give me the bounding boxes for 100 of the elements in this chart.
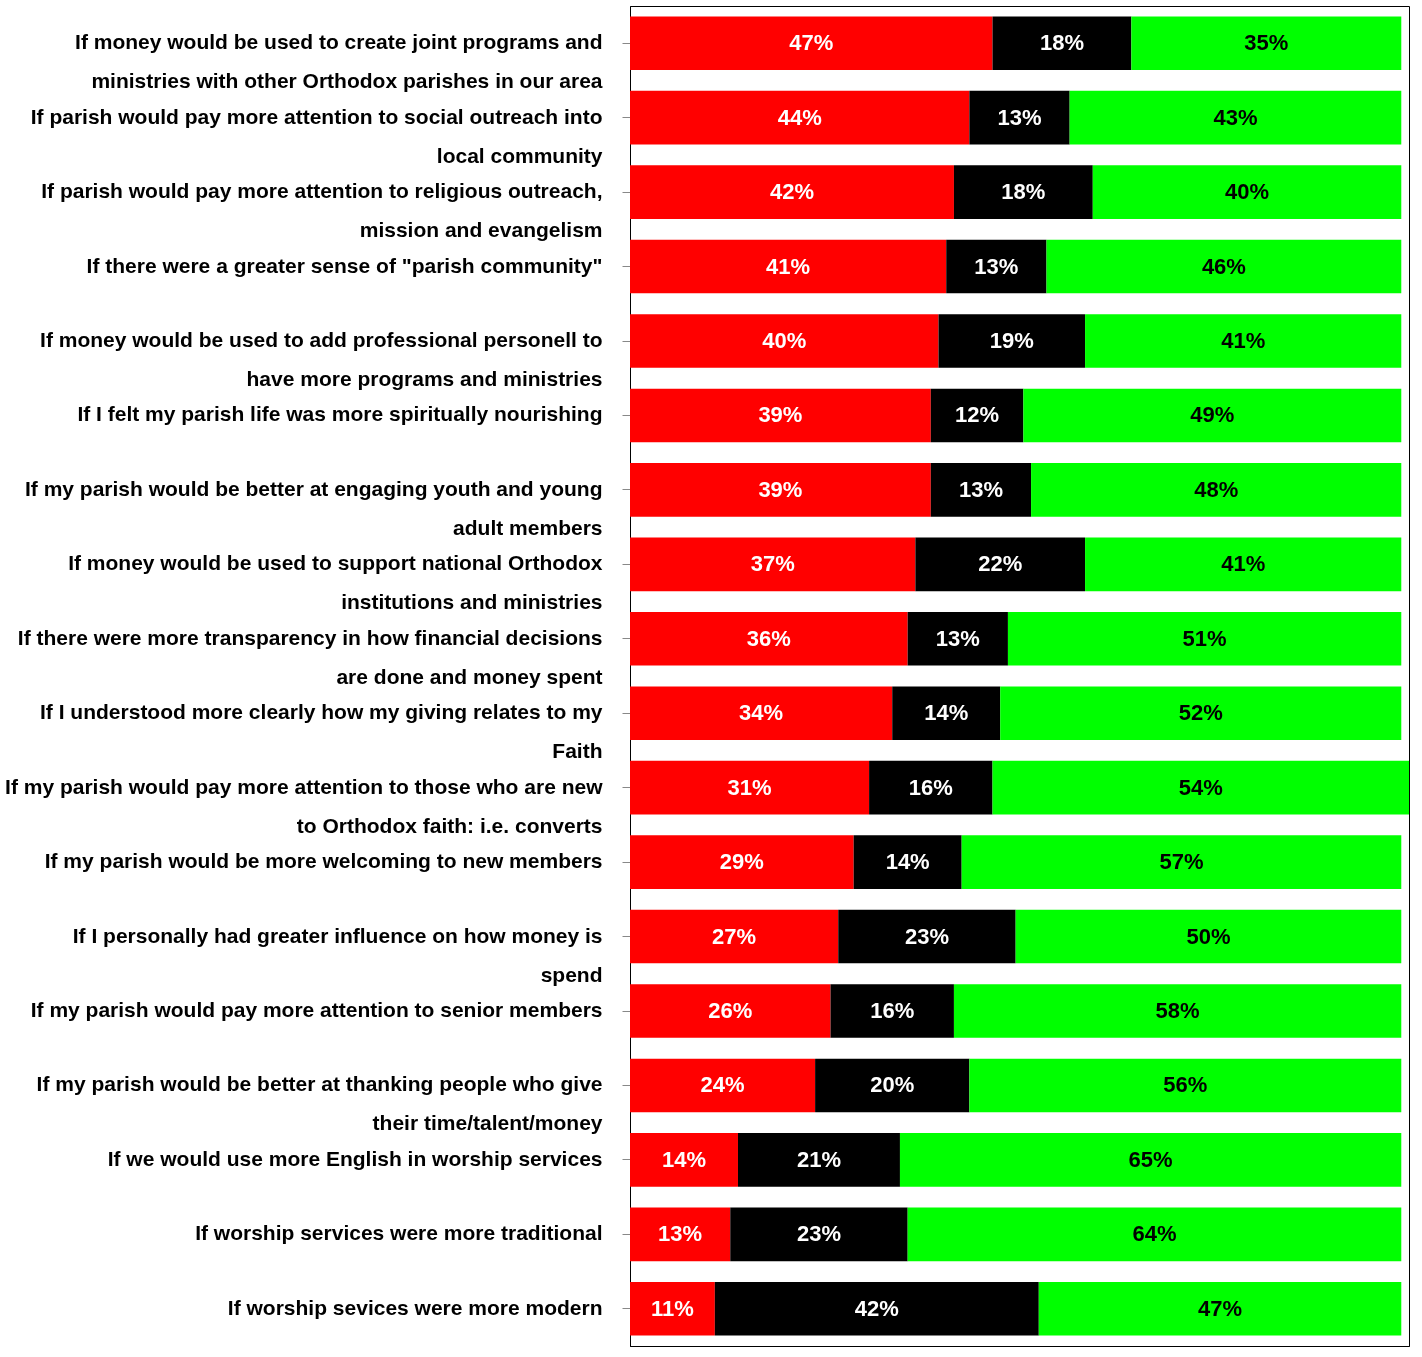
bar (630, 1133, 738, 1187)
y-tick-label: If I personally had greater influence on how money is spend (72, 923, 603, 986)
data-label: 12% (955, 402, 1000, 428)
y-tick-label: If my parish would be better at engaging youth and young adult members (24, 476, 603, 539)
data-label: 11% (651, 1295, 694, 1321)
bar (969, 90, 1070, 145)
data-label: 42% (769, 179, 814, 205)
data-label: 47% (1198, 1295, 1243, 1321)
y-tick-label: If parish would pay more attention to religious outreach, mission and evangelism (41, 179, 603, 242)
y-tick-label: If my parish would pay more attention to those who are new to Orthodox faith: i.e. converts (5, 774, 604, 837)
data-label: 51% (1182, 625, 1227, 651)
bar (630, 463, 931, 517)
bar (630, 165, 954, 219)
data-label: 18% (1001, 179, 1046, 205)
bar (1131, 16, 1402, 71)
data-label: 16% (908, 774, 953, 800)
data-label: 14% (885, 849, 930, 875)
bar (992, 16, 1132, 71)
data-label: 19% (989, 328, 1034, 353)
data-label: 20% (870, 1072, 915, 1098)
data-label: 14% (924, 700, 969, 726)
data-label: 44% (777, 104, 822, 130)
data-label: 34% (739, 700, 784, 726)
bar (630, 1281, 715, 1336)
data-label: 35% (1244, 30, 1289, 56)
bar (630, 388, 931, 443)
y-tick-label: If worship services were more traditional (195, 1221, 603, 1245)
data-label: 39% (758, 476, 803, 502)
data-label: 42% (854, 1295, 899, 1321)
bar (1038, 1281, 1402, 1336)
bar (1046, 239, 1402, 294)
bar (630, 239, 947, 294)
bar (1069, 90, 1402, 145)
y-tick-label: If my parish would be more welcoming to new members (44, 849, 603, 873)
data-label: 57% (1159, 849, 1204, 875)
data-label: 50% (1186, 923, 1231, 949)
bar (830, 984, 954, 1038)
data-label: 49% (1190, 402, 1235, 428)
bar (630, 760, 870, 815)
data-label: 46% (1201, 253, 1246, 279)
y-tick-label: If my parish would be better at thanking people who give their time/talent/money (36, 1072, 603, 1135)
data-label: 13% (997, 104, 1042, 130)
bar (853, 835, 962, 889)
y-tick-label: If worship sevices were more modern (227, 1295, 603, 1319)
y-tick-label: If I felt my parish life was more spiritually nourishing (77, 402, 603, 426)
data-label: 41% (1221, 328, 1266, 353)
bar (1085, 537, 1402, 592)
bar (630, 686, 893, 741)
data-label: 23% (796, 1221, 841, 1247)
data-label: 40% (1225, 179, 1270, 205)
bar (946, 239, 1047, 294)
bar (869, 760, 993, 815)
data-label: 27% (712, 923, 757, 949)
bar (630, 1058, 816, 1113)
y-tick-label: If money would be used to create joint programs and ministries with other Orthodox parishes in our area (75, 30, 603, 93)
bar (961, 835, 1402, 889)
data-label: 36% (746, 625, 791, 651)
bar (630, 537, 916, 592)
bar (915, 537, 1086, 592)
bar (630, 314, 939, 368)
data-label: 14% (661, 1146, 707, 1172)
bar (730, 1207, 908, 1262)
data-label: 23% (904, 923, 949, 949)
bar (630, 90, 970, 145)
bar (969, 1058, 1402, 1113)
bar (630, 835, 854, 889)
data-label: 41% (766, 253, 811, 279)
data-label: 13% (958, 476, 1003, 502)
data-label: 47% (789, 30, 834, 56)
bar (907, 611, 1008, 666)
y-tick-label: If we would use more English in worship services (107, 1146, 603, 1170)
data-label: 26% (708, 998, 753, 1023)
data-label: 13% (658, 1221, 703, 1247)
bar (630, 611, 908, 666)
data-label: 21% (796, 1146, 841, 1172)
y-tick-label: If parish would pay more attention to social outreach into local community (30, 104, 603, 167)
y-tick-label: If money would be used to add professional personell to have more programs and ministries (40, 328, 603, 390)
data-label: 22% (978, 551, 1023, 577)
bar (892, 686, 1001, 741)
data-label: 13% (935, 625, 980, 651)
bar (1092, 165, 1402, 219)
bar (899, 1133, 1402, 1187)
data-label: 40% (762, 328, 807, 353)
bar (714, 1281, 1039, 1336)
data-label: 54% (1178, 774, 1223, 800)
bar (930, 388, 1024, 443)
data-label: 29% (719, 849, 764, 875)
bar (938, 314, 1086, 368)
bar (907, 1207, 1402, 1262)
bar (630, 1207, 731, 1262)
bar (838, 909, 1016, 964)
data-label: 56% (1163, 1072, 1208, 1098)
bar (1085, 314, 1402, 368)
data-label: 43% (1213, 104, 1258, 130)
data-label: 16% (870, 998, 915, 1023)
bar (630, 16, 993, 71)
bar (1007, 611, 1402, 666)
bar (1023, 388, 1402, 443)
bar (992, 760, 1409, 815)
bar (630, 984, 831, 1038)
